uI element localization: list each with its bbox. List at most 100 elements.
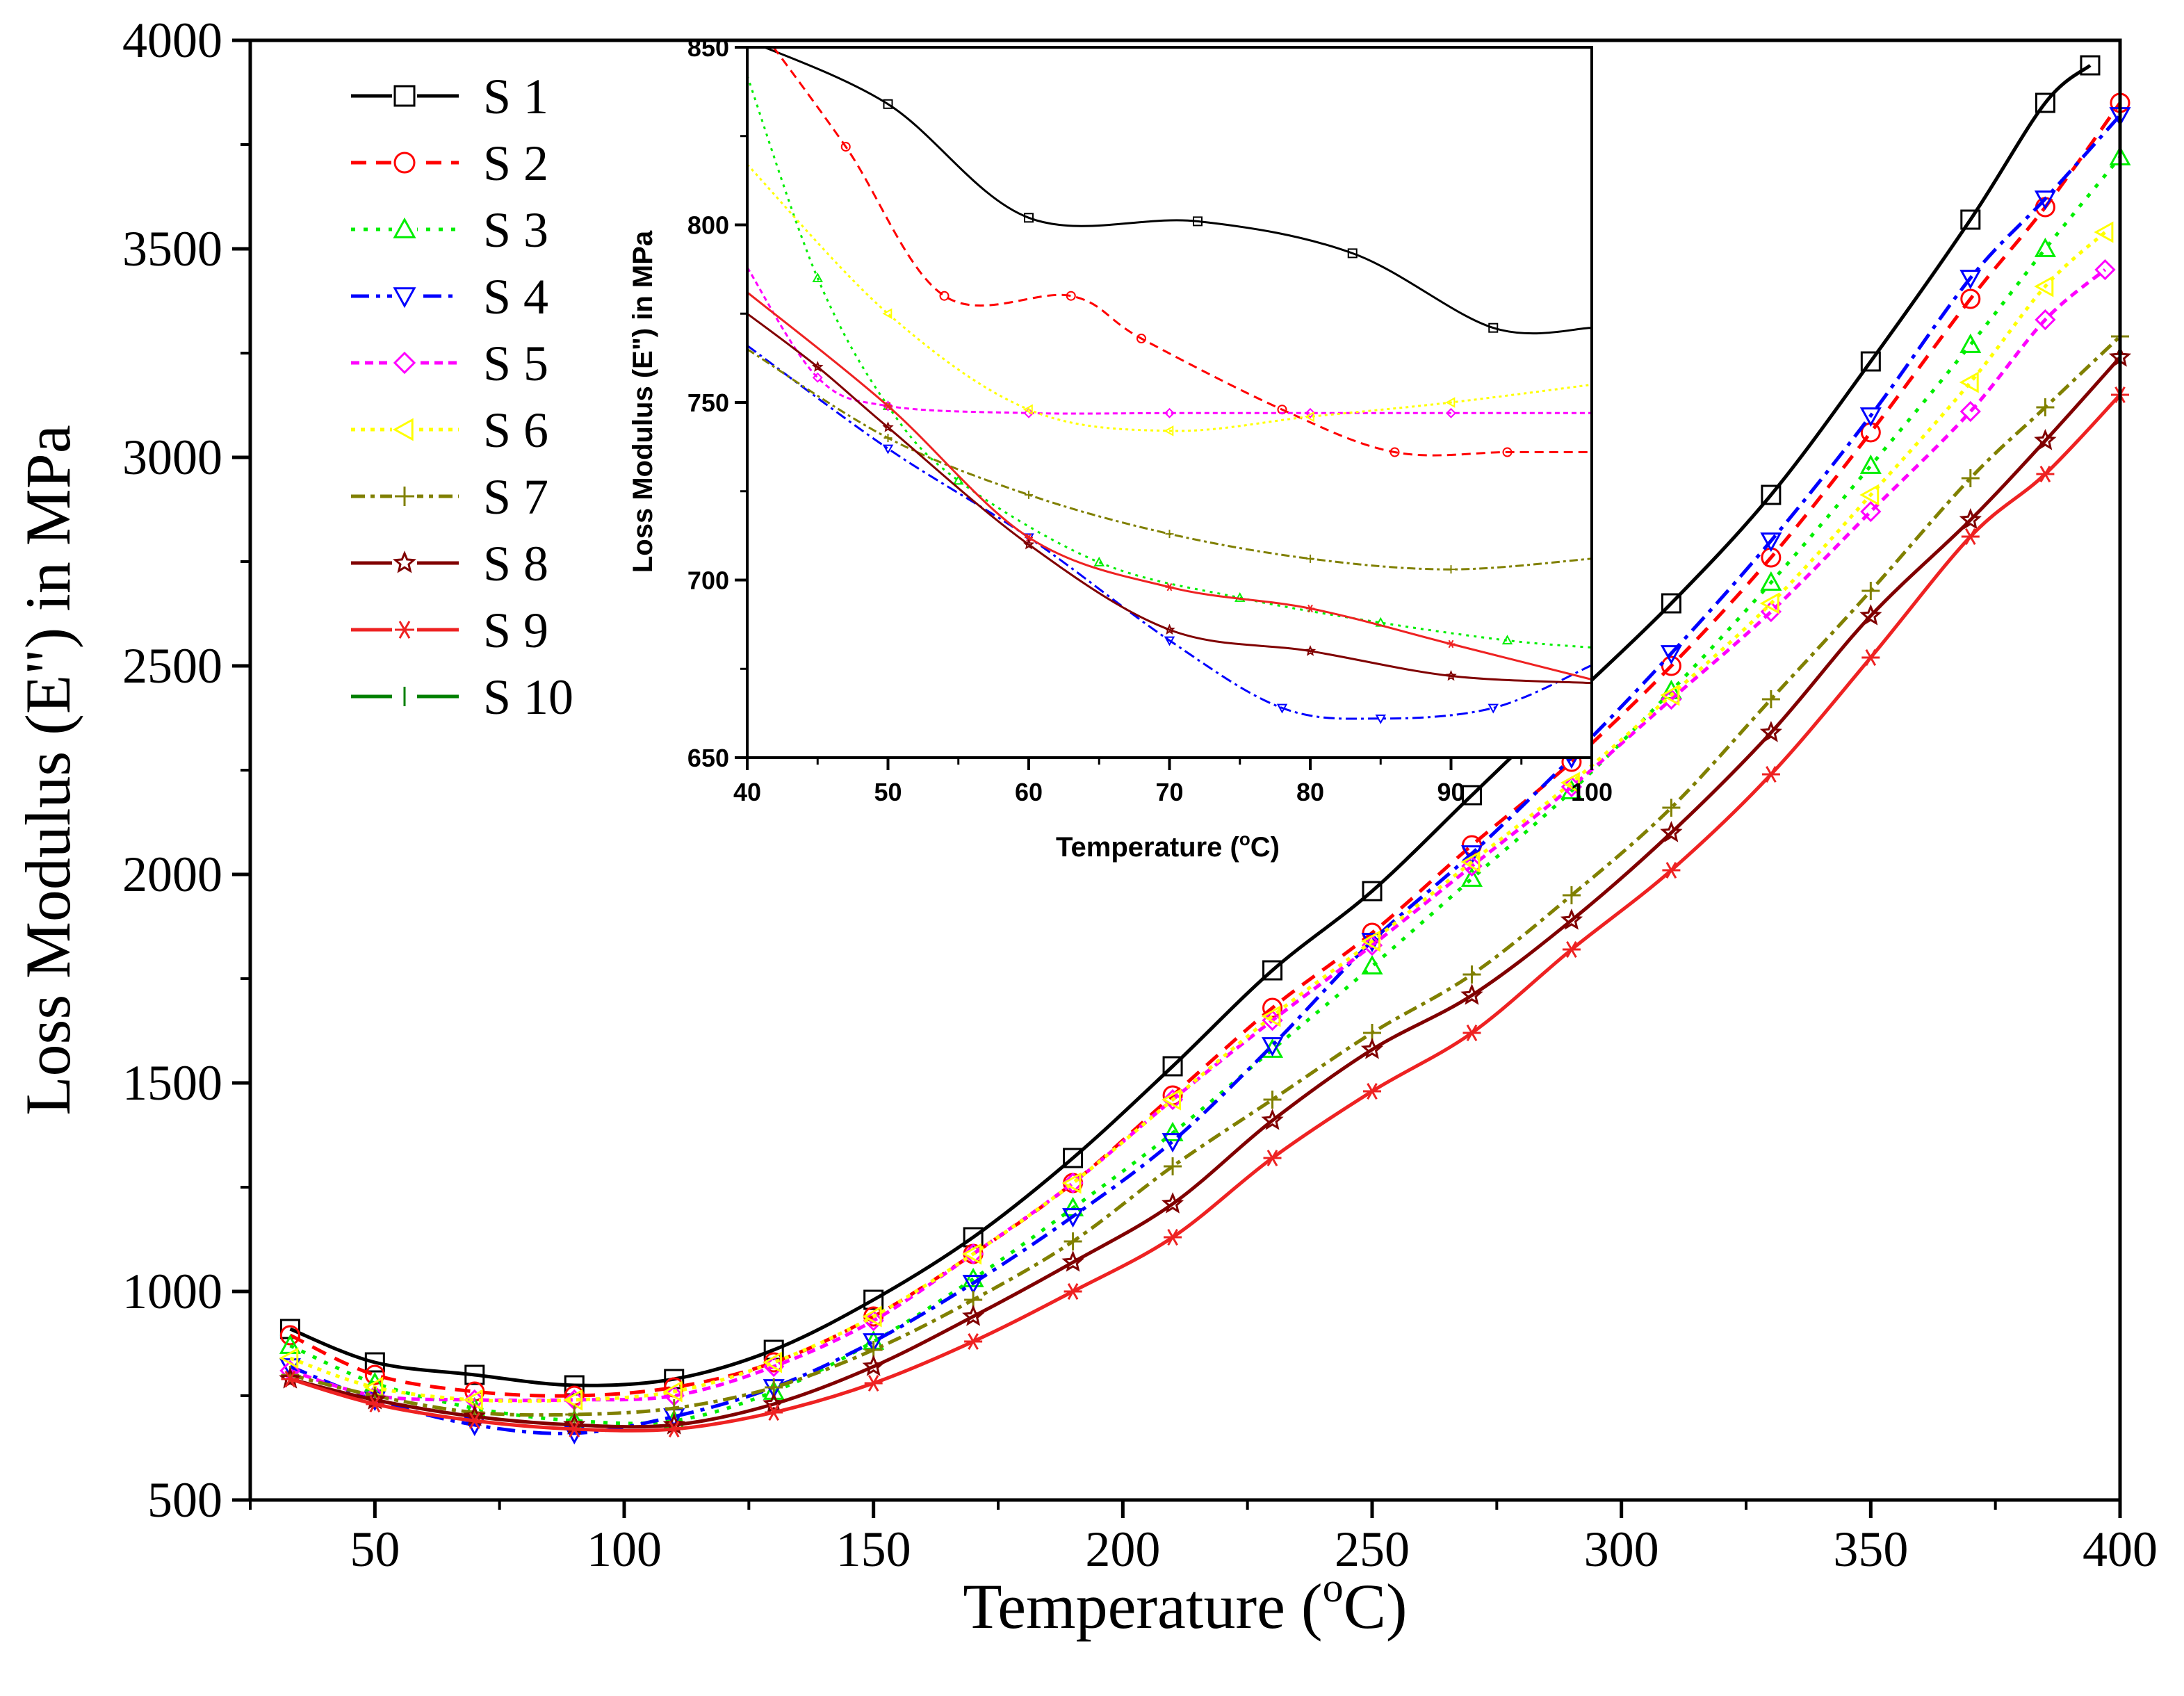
main-y-tick-label: 3000 bbox=[122, 430, 222, 485]
data-point bbox=[1062, 1208, 1084, 1228]
main-x-axis: 50 100 150 200 250 300 350 400 bbox=[249, 1500, 2158, 1577]
inset-data-point bbox=[1304, 411, 1314, 423]
data-point bbox=[1462, 965, 1481, 984]
data-point bbox=[1161, 1088, 1181, 1111]
data-point bbox=[1162, 1088, 1184, 1111]
data-point bbox=[1162, 1133, 1184, 1153]
inset-x-axis-label: Temperature (oC) bbox=[1056, 829, 1280, 863]
inset-line-s-5 bbox=[747, 266, 1592, 415]
inset-data-point bbox=[1164, 407, 1175, 418]
inset-data-point bbox=[1347, 248, 1358, 259]
inset-data-point bbox=[1022, 538, 1035, 550]
data-point bbox=[1959, 270, 1982, 290]
data-point bbox=[1261, 1038, 1284, 1058]
data-point bbox=[1263, 1149, 1282, 1167]
main-x-tick-label: 200 bbox=[1085, 1522, 1160, 1577]
legend-marker bbox=[393, 351, 416, 375]
legend-marker bbox=[395, 487, 414, 506]
data-point bbox=[1460, 851, 1481, 873]
series-s-8 bbox=[279, 345, 2132, 1435]
legend-label: S 9 bbox=[483, 603, 548, 658]
inset-series-clipped bbox=[747, 47, 1592, 724]
inset-data-point bbox=[1164, 636, 1175, 646]
data-point bbox=[1662, 861, 1681, 879]
inset-data-point bbox=[1136, 334, 1146, 344]
data-point bbox=[2080, 55, 2101, 76]
data-point bbox=[2035, 309, 2056, 331]
legend-label: S 5 bbox=[483, 336, 548, 391]
main-x-tick-label: 300 bbox=[1584, 1522, 1659, 1577]
data-point bbox=[1660, 645, 1682, 665]
data-point bbox=[963, 1243, 984, 1265]
data-point bbox=[1859, 484, 1880, 506]
inset-y-tick-label: 800 bbox=[687, 211, 729, 240]
inset-data-point bbox=[883, 99, 893, 109]
data-point bbox=[1960, 209, 1981, 230]
data-point bbox=[863, 1333, 885, 1353]
data-point bbox=[1961, 528, 1980, 546]
legend-entry-s-1: S 1 bbox=[351, 69, 548, 124]
data-point bbox=[364, 1352, 385, 1373]
inset-x-tick-label: 80 bbox=[1296, 778, 1324, 806]
inset-data-point bbox=[882, 444, 894, 455]
inset-data-point bbox=[811, 361, 824, 372]
data-point bbox=[1064, 1282, 1082, 1300]
data-point bbox=[763, 1351, 783, 1373]
data-point bbox=[1162, 1121, 1184, 1141]
inset-data-point bbox=[1304, 645, 1317, 656]
inset-data-point bbox=[953, 475, 964, 485]
data-point bbox=[2034, 429, 2057, 450]
main-y-tick-label: 4000 bbox=[122, 13, 222, 68]
main-x-tick-label: 350 bbox=[1833, 1522, 1908, 1577]
data-point bbox=[665, 1420, 683, 1438]
data-point bbox=[1661, 655, 1681, 676]
inset-data-point bbox=[1164, 623, 1175, 635]
inset-y-tick-label: 650 bbox=[687, 744, 729, 772]
main-y-axis-label: Loss Modulus (E") in MPa bbox=[13, 425, 83, 1115]
inset-line-s-3 bbox=[747, 75, 1592, 649]
main-y-tick-label: 2000 bbox=[122, 847, 222, 902]
inset-y-tick-label: 700 bbox=[687, 566, 729, 595]
inset-series-s-9 bbox=[747, 291, 1592, 681]
data-point bbox=[962, 1305, 985, 1326]
series-line-s-7 bbox=[289, 335, 2121, 1417]
data-point bbox=[1959, 508, 1982, 530]
series-line-s-4 bbox=[289, 114, 2121, 1435]
data-point bbox=[962, 1267, 984, 1287]
data-point bbox=[1959, 400, 1981, 423]
inset-series-s-5 bbox=[747, 266, 1592, 418]
data-point bbox=[1361, 954, 1383, 975]
series-line-s-6 bbox=[289, 231, 2107, 1403]
data-point bbox=[2035, 92, 2055, 113]
main-y-tick-label: 500 bbox=[147, 1472, 222, 1528]
inset-line-s-6 bbox=[747, 163, 1592, 432]
inset-data-point bbox=[1447, 565, 1456, 574]
data-point bbox=[1261, 1109, 1284, 1130]
inset-x-tick-label: 60 bbox=[1015, 778, 1043, 806]
data-point bbox=[1360, 1038, 1384, 1059]
data-point bbox=[1460, 984, 1483, 1005]
inset-plot: 40 50 60 70 80 90 100 650 700 750 800 850 Temperat… bbox=[628, 33, 1613, 863]
legend-marker bbox=[393, 287, 416, 309]
data-point bbox=[1760, 532, 1782, 553]
inset-data-point bbox=[1502, 447, 1513, 457]
main-plot: 50 100 150 200 250 300 350 400 500 1000 1500 2000 2… bbox=[13, 13, 2158, 1642]
data-point bbox=[1761, 484, 1782, 505]
data-point bbox=[2034, 237, 2056, 257]
data-point bbox=[1760, 571, 1782, 591]
legend: S 1 S 2 S 3 S 4 S 5 S 6 S 7 S 8 S 9 S 10 bbox=[351, 69, 573, 725]
legend-entry-s-7: S 7 bbox=[351, 469, 548, 525]
data-point bbox=[1660, 684, 1680, 706]
legend-marker-bg bbox=[392, 150, 417, 175]
inset-data-point bbox=[1234, 592, 1246, 602]
data-point bbox=[1262, 997, 1283, 1018]
legend-entry-s-3: S 3 bbox=[351, 202, 548, 258]
data-point bbox=[1362, 881, 1383, 902]
inset-data-point bbox=[883, 402, 893, 410]
inset-data-point bbox=[840, 142, 851, 152]
data-point bbox=[1759, 592, 1779, 614]
series-line-s-2 bbox=[289, 101, 2122, 1398]
data-point bbox=[2034, 190, 2056, 211]
data-point bbox=[1562, 940, 1581, 959]
inset-data-point bbox=[1165, 583, 1174, 592]
